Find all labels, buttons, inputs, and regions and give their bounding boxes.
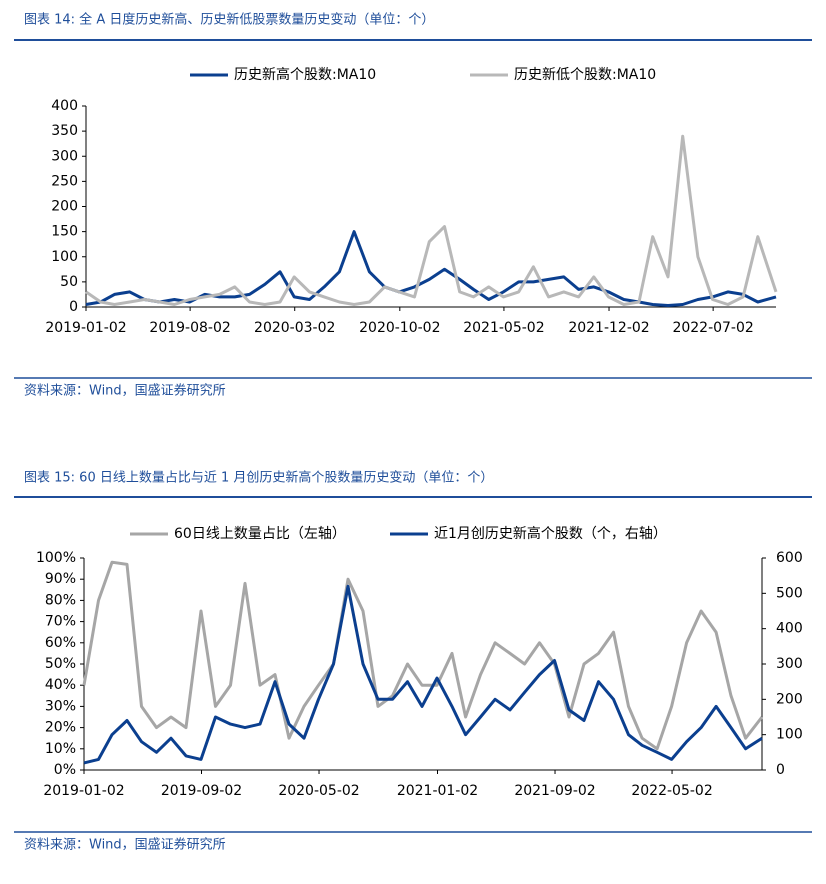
y-tick-label: 70% <box>45 614 76 630</box>
y-tick-label: 50% <box>45 656 76 672</box>
y2-tick-label: 600 <box>776 550 803 566</box>
legend-label: 历史新高个股数:MA10 <box>234 66 376 83</box>
y2-tick-label: 500 <box>776 585 803 601</box>
x-tick-label: 2019-09-02 <box>161 783 242 799</box>
x-tick-label: 2020-05-02 <box>278 783 359 799</box>
series-line <box>85 134 778 306</box>
y2-tick-label: 300 <box>776 656 803 672</box>
y2-tick-label: 100 <box>776 727 803 743</box>
legend-label: 近1月创历史新高个股数（个，右轴） <box>434 525 667 542</box>
y-tick-label: 0 <box>69 299 78 315</box>
y-tick-label: 30% <box>45 698 76 714</box>
y2-tick-label: 400 <box>776 621 803 637</box>
y2-tick-label: 0 <box>776 762 785 778</box>
x-tick-label: 2022-07-02 <box>672 320 753 336</box>
y-tick-label: 150 <box>51 224 78 240</box>
series-line <box>83 584 763 765</box>
y2-tick-label: 200 <box>776 691 803 707</box>
y-tick-label: 90% <box>45 571 76 587</box>
y-tick-label: 350 <box>51 123 78 139</box>
x-tick-label: 2021-09-02 <box>514 783 595 799</box>
y-tick-label: 20% <box>45 720 76 736</box>
y-tick-label: 250 <box>51 173 78 189</box>
y-tick-label: 100% <box>36 550 76 566</box>
x-tick-label: 2020-10-02 <box>359 320 440 336</box>
y-tick-label: 40% <box>45 677 76 693</box>
y-tick-label: 300 <box>51 148 78 164</box>
x-tick-label: 2019-01-02 <box>43 783 124 799</box>
y-tick-label: 100 <box>51 249 78 265</box>
x-tick-label: 2022-05-02 <box>631 783 712 799</box>
x-tick-label: 2021-05-02 <box>463 320 544 336</box>
x-tick-label: 2021-01-02 <box>397 783 478 799</box>
x-tick-label: 2021-12-02 <box>568 320 649 336</box>
x-tick-label: 2019-08-02 <box>149 320 230 336</box>
y-tick-label: 0% <box>54 762 76 778</box>
y-tick-label: 50 <box>60 274 78 290</box>
x-tick-label: 2019-01-02 <box>45 320 126 336</box>
x-tick-label: 2020-03-02 <box>254 320 335 336</box>
y-tick-label: 60% <box>45 635 76 651</box>
y-tick-label: 400 <box>51 98 78 114</box>
source-note: 资料来源：Wind，国盛证券研究所 <box>24 837 226 853</box>
y-tick-label: 80% <box>45 592 76 608</box>
legend-label: 历史新低个股数:MA10 <box>514 67 656 83</box>
y-tick-label: 10% <box>45 741 76 757</box>
figure-title: 图表 15: 60 日线上数量占比与近 1 月创历史新高个股数量历史变动（单位：… <box>24 470 493 486</box>
y-tick-label: 200 <box>51 199 78 215</box>
source-note: 资料来源：Wind，国盛证券研究所 <box>24 383 226 399</box>
figure-title: 图表 14: 全 A 日度历史新高、历史新低股票数量历史变动（单位：个） <box>24 12 434 28</box>
legend-label: 60日线上数量占比（左轴） <box>174 526 346 542</box>
series-line <box>82 560 764 751</box>
